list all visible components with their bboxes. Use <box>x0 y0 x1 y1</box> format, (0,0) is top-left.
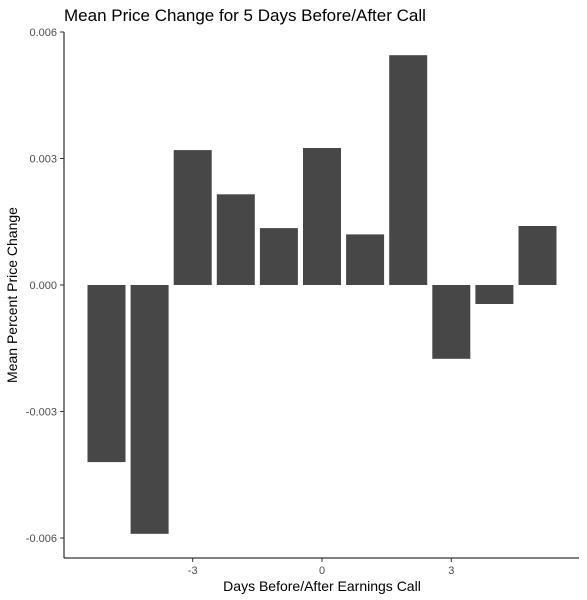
bar-day-3 <box>432 285 471 359</box>
x-tick-label: -3 <box>188 565 198 577</box>
x-tick-label: 3 <box>448 565 454 577</box>
bar-day-5 <box>518 226 557 285</box>
bar-day--4 <box>130 285 169 534</box>
x-axis-label: Days Before/After Earnings Call <box>223 578 421 594</box>
bar-day-0 <box>303 148 341 285</box>
bar-day--2 <box>216 194 255 285</box>
bar-day--1 <box>259 228 298 285</box>
y-axis-label: Mean Percent Price Change <box>4 207 20 383</box>
y-tick-label: 0.006 <box>29 27 57 39</box>
bar-day-2 <box>389 55 428 286</box>
bars-group <box>87 55 557 534</box>
chart-title: Mean Price Change for 5 Days Before/Afte… <box>64 6 426 25</box>
y-tick-label: -0.003 <box>26 407 57 419</box>
y-ticks-group: -0.006 -0.003 0.000 0.003 0.006 <box>26 27 64 545</box>
bar-day-4 <box>475 285 514 304</box>
bar-day--5 <box>87 285 126 463</box>
bar-day-1 <box>346 234 385 285</box>
bar-day--3 <box>173 150 212 285</box>
y-tick-label: 0.000 <box>29 280 57 292</box>
x-ticks-group: -3 0 3 <box>188 558 454 577</box>
x-tick-label: 0 <box>319 565 325 577</box>
y-tick-label: -0.006 <box>26 533 57 545</box>
y-tick-label: 0.003 <box>29 153 57 165</box>
